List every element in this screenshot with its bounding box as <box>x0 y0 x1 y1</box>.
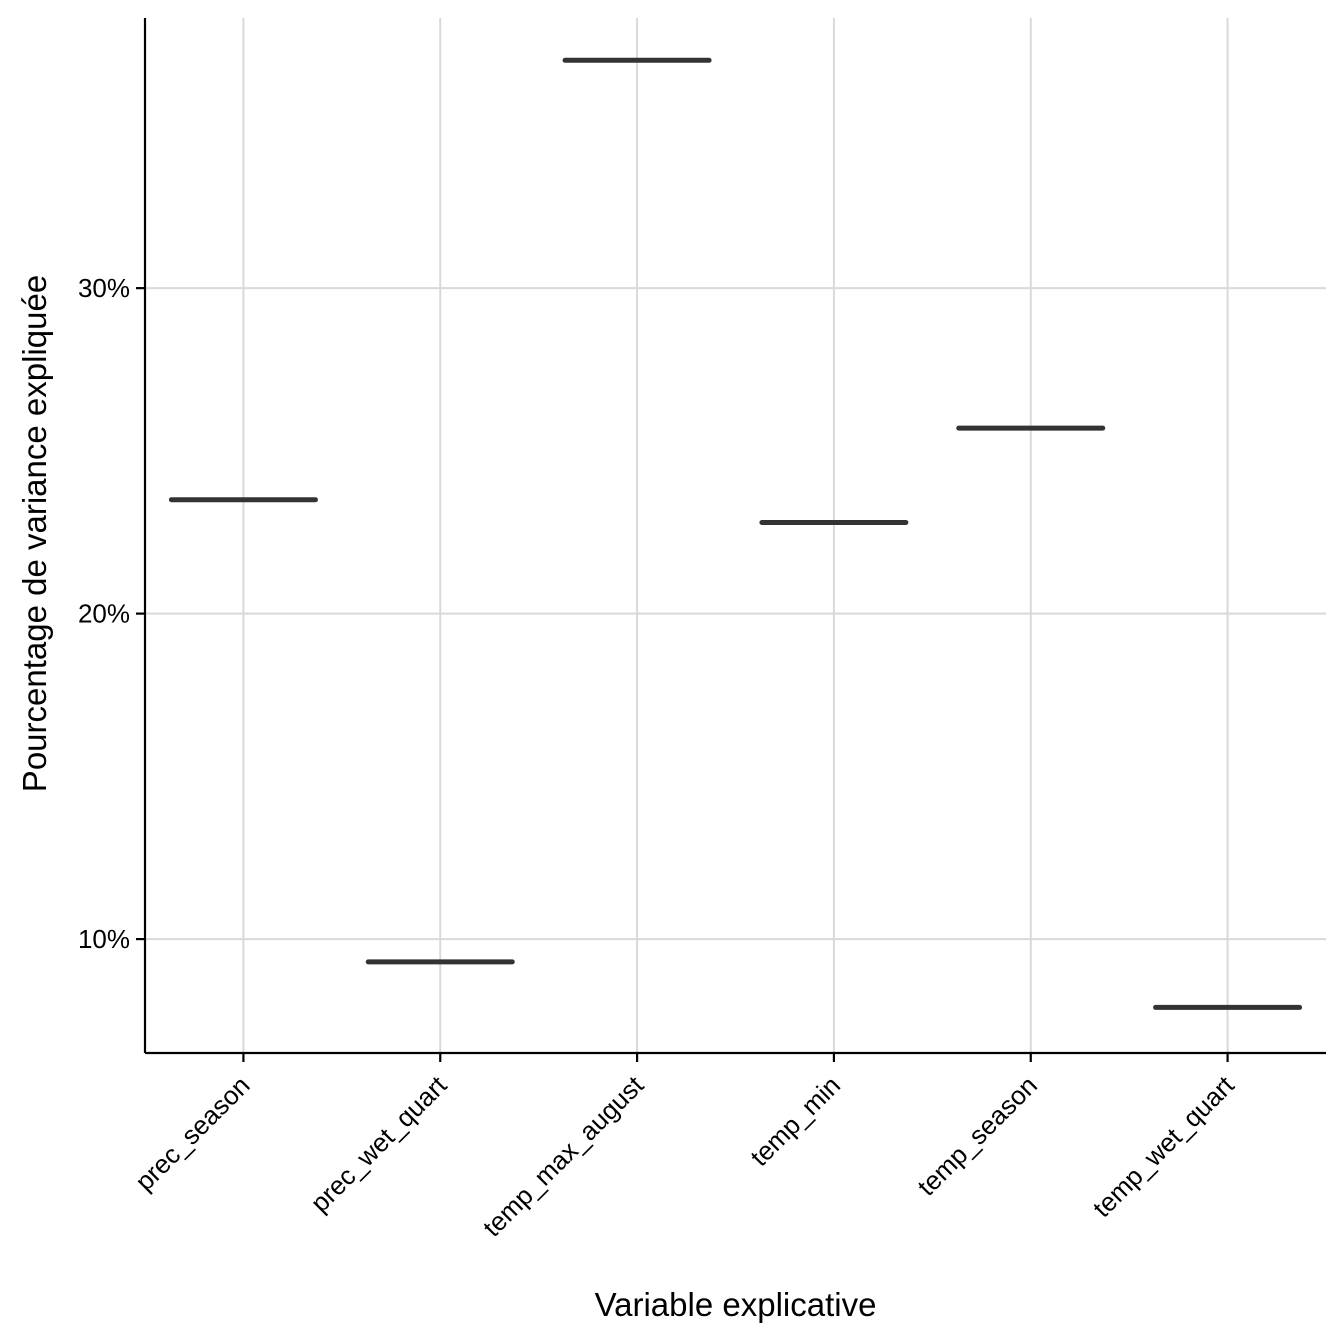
x-tick-label: temp_max_august <box>477 1069 650 1242</box>
axes: 10%20%30%prec_season prec_wet_quart temp_m… <box>78 18 1326 1242</box>
y-tick-label: 30% <box>78 273 130 303</box>
x-tick-label: temp_season <box>911 1070 1043 1202</box>
y-axis-title: Pourcentage de variance expliquée <box>16 275 53 792</box>
x-tick-label: temp_wet_quart <box>1087 1069 1241 1223</box>
plot-marks <box>168 57 1303 1010</box>
x-tick-label: prec_season <box>129 1070 255 1196</box>
x-tick-label: temp_min <box>744 1070 846 1172</box>
y-tick-label: 20% <box>78 599 130 629</box>
x-tick-label: prec_wet_quart <box>305 1069 453 1217</box>
y-tick-label: 10% <box>78 924 130 954</box>
gridlines <box>145 18 1326 1053</box>
x-axis-title: Variable explicative <box>595 1286 877 1323</box>
